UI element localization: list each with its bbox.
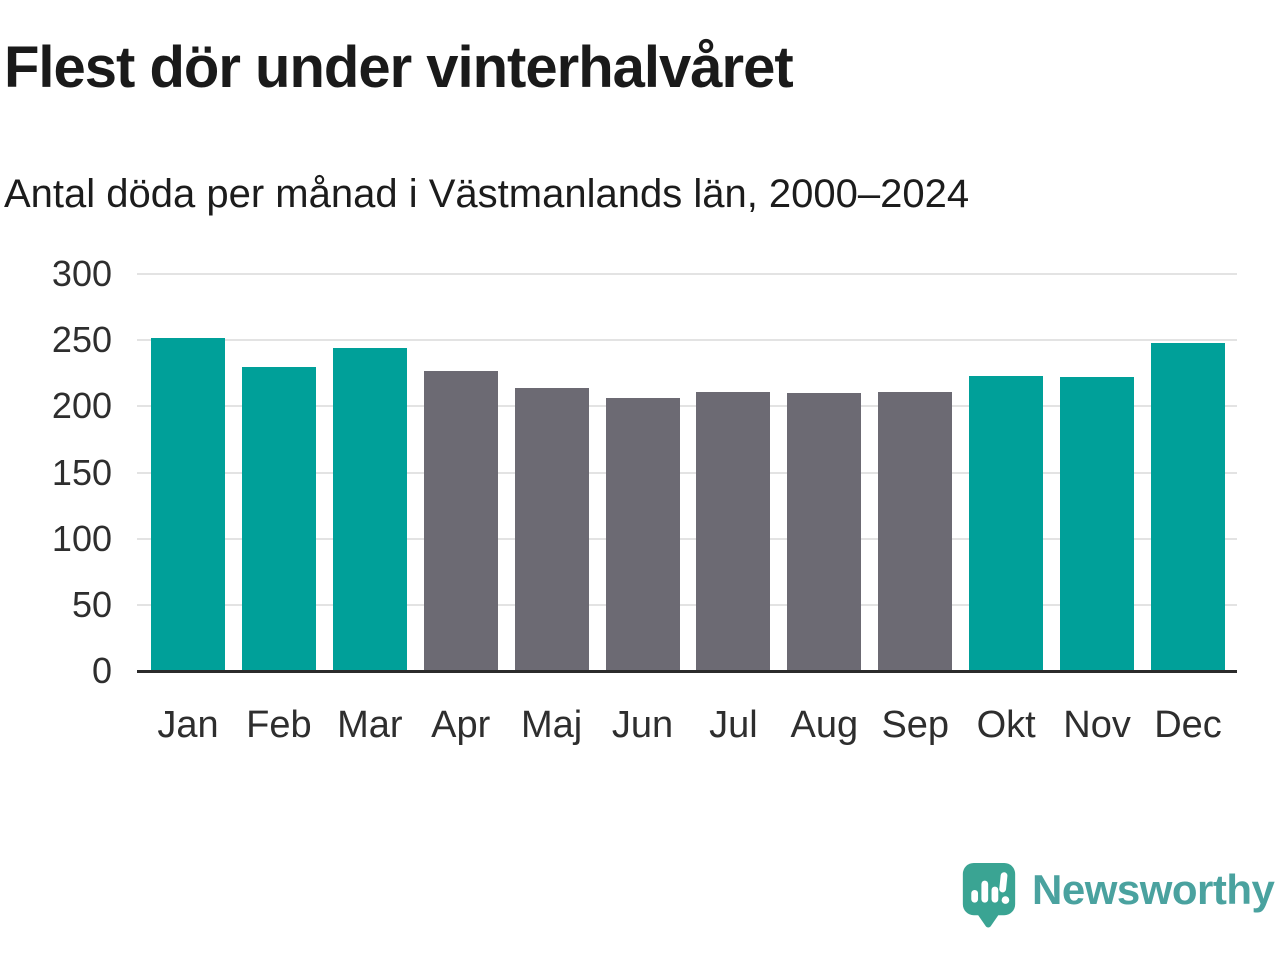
x-axis-label-aug: Aug [790,704,859,746]
x-axis-label-okt: Okt [976,704,1036,746]
brand-footer: Newsworthy [962,862,1275,928]
x-axis-label-maj: Maj [521,704,583,746]
y-axis-tick-label: 300 [51,253,112,294]
bar-jan [151,337,225,671]
x-axis-label-dec: Dec [1154,704,1222,746]
brand-name: Newsworthy [1032,866,1275,913]
x-axis-label-apr: Apr [431,704,491,746]
bar-apr [423,370,498,671]
bar-maj [514,387,589,671]
newsworthy-logo-icon [962,862,1016,928]
x-axis-label-mar: Mar [337,704,403,746]
gridline-y250 [137,339,1237,342]
gridline-y100 [137,537,1237,540]
y-axis-tick-label: 0 [91,650,112,691]
y-axis-tick-label: 100 [51,517,112,559]
x-axis-label-nov: Nov [1063,704,1131,746]
bar-jun [605,398,680,671]
chart-title: Flest dör under vinterhalvåret [4,35,794,100]
bar-feb [241,366,316,671]
bar-dec [1151,342,1225,671]
bar-aug [787,393,862,671]
x-axis-label-sep: Sep [881,704,950,746]
y-axis-tick-label: 50 [71,583,112,625]
gridline-y150 [137,471,1237,474]
bar-sep [878,391,953,671]
x-axis-label-jun: Jun [611,704,674,746]
gridline-y200 [137,405,1237,408]
y-axis-tick-label: 250 [51,319,112,361]
bar-okt [969,375,1044,671]
bar-nov [1060,377,1135,671]
bar-mar [332,348,407,671]
y-axis-tick-label: 150 [51,451,112,493]
x-axis-label-jul: Jul [709,704,758,746]
gridline-y300 [137,273,1237,275]
x-axis-line [137,670,1237,673]
y-axis-tick-label: 200 [51,385,112,427]
gridline-y50 [137,603,1237,606]
x-axis-label-jan: Jan [157,704,219,746]
x-axis-label-feb: Feb [246,704,312,746]
bar-jul [696,391,771,671]
chart-subtitle: Antal döda per månad i Västmanlands län,… [4,172,970,216]
